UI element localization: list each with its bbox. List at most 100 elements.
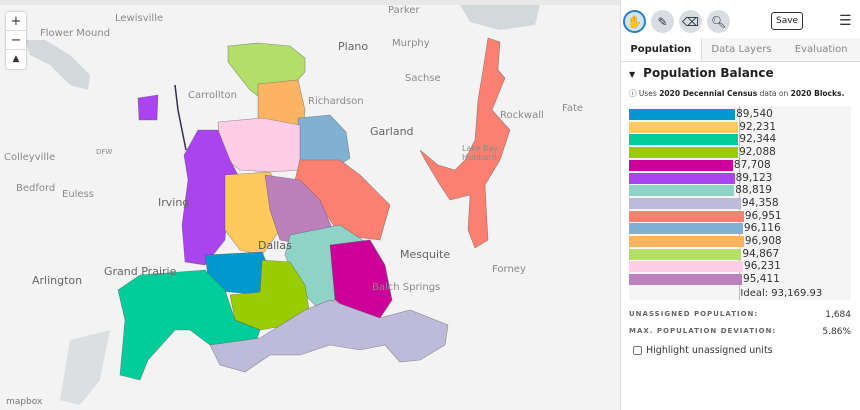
city-label: Parker [388, 5, 420, 16]
max-deviation: MAX. POPULATION DEVIATION: 5.86% [629, 327, 851, 337]
city-label: Mesquite [400, 248, 451, 261]
lake-ray-hubbard-north [460, 5, 540, 30]
zoom-out-button[interactable]: − [6, 31, 26, 50]
city-label: Colleyville [4, 152, 56, 163]
caret-down-icon: ▼ [629, 70, 636, 79]
city-label: Flower Mound [40, 28, 111, 39]
bar-district-12 [629, 248, 742, 260]
checkbox-label: Highlight unassigned units [646, 345, 773, 356]
bar-label: 87,708 [733, 158, 771, 171]
bar-label: 89,540 [736, 108, 773, 120]
city-label: Murphy [392, 38, 430, 49]
bar-label: 96,951 [744, 209, 782, 222]
unassigned-population: UNASSIGNED POPULATION: 1,684 [629, 310, 851, 320]
bar-label: 96,116 [743, 222, 781, 235]
population-bar-chart: Ideal: 93,169.93 89,540 92,231 92,344 92,08… [629, 106, 851, 300]
bar-district-14 [629, 274, 743, 286]
top-strip [0, 0, 860, 5]
zoom-control: + − ▲ [6, 12, 26, 69]
bar-label: 96,231 [744, 260, 781, 273]
note-text: Uses [638, 89, 660, 98]
district-map[interactable]: Lewisville Flower Mound Plano Parker Mur… [0, 0, 620, 410]
city-label: Richardson [308, 96, 364, 107]
zoom-in-button[interactable]: + [6, 12, 26, 31]
city-label: Balch Springs [372, 282, 441, 293]
lake-south [60, 330, 110, 405]
bar-label: 94,358 [741, 196, 779, 209]
bar-district-1 [629, 109, 736, 120]
section-title: Population Balance [643, 66, 774, 80]
hand-pan-icon[interactable]: ✋ [623, 10, 646, 33]
city-label: Arlington [32, 274, 83, 287]
county-boundary [174, 84, 187, 151]
city-label: Garland [370, 125, 414, 138]
bar-label: 92,088 [739, 146, 776, 159]
bar-label: 88,819 [735, 184, 772, 197]
bar-district-9 [629, 210, 744, 222]
brush-icon[interactable]: ✎ [651, 10, 674, 33]
bar-district-13 [629, 261, 744, 273]
district-3[interactable] [117, 269, 261, 381]
map-canvas[interactable] [0, 0, 620, 410]
stat-value: 5.86% [822, 327, 851, 337]
city-label: Forney [492, 264, 526, 275]
city-label: Bedford [16, 183, 56, 194]
city-label: Fate [562, 103, 584, 114]
stat-value: 1,684 [825, 310, 851, 320]
bar-district-2 [629, 121, 739, 133]
bar-label: 94,867 [742, 247, 780, 260]
tab-bar: Population Data Layers Evaluation [621, 38, 860, 62]
district-9-lake[interactable] [419, 37, 511, 249]
section-header[interactable]: ▼ Population Balance [629, 66, 774, 80]
tab-population[interactable]: Population [621, 38, 702, 61]
sidebar: ✋ ✎ ⌫ 🔍︎ Save ☰ Population Data Layers E… [620, 0, 860, 410]
bar-district-8 [629, 197, 741, 209]
note-dataset: 2020 Decennial Census [659, 89, 758, 98]
bar-label: 95,411 [743, 273, 780, 286]
city-label: Euless [62, 189, 95, 200]
stat-label: MAX. POPULATION DEVIATION: [629, 327, 777, 335]
bar-label: 92,344 [739, 133, 777, 146]
city-label: Plano [338, 40, 369, 53]
compass-button[interactable]: ▲ [12, 54, 20, 64]
city-label: Sachse [405, 73, 441, 84]
info-icon: ⓘ [629, 89, 639, 98]
bar-label: 89,123 [735, 171, 773, 184]
mapbox-logo[interactable]: mapbox [6, 397, 43, 407]
tab-evaluation[interactable]: Evaluation [781, 38, 860, 61]
lake-lewisville [25, 40, 90, 90]
district-4[interactable] [229, 259, 311, 331]
bar-district-3 [629, 134, 739, 146]
city-label: Lewisville [115, 13, 164, 24]
bar-district-6 [629, 172, 735, 184]
save-button[interactable]: Save [771, 12, 804, 30]
city-label: Dallas [258, 239, 292, 252]
hamburger-menu-icon[interactable]: ☰ [839, 13, 852, 29]
magnifier-icon[interactable]: 🔍︎ [707, 10, 730, 33]
bar-district-7 [629, 185, 735, 197]
highlight-unassigned-checkbox[interactable]: Highlight unassigned units [633, 345, 773, 356]
district-8[interactable] [209, 299, 449, 373]
note-text: data on [757, 89, 791, 98]
stat-label: UNASSIGNED POPULATION: [629, 310, 759, 318]
city-label: Rockwall [500, 110, 544, 121]
note-units: 2020 Blocks. [790, 89, 845, 98]
district-6-main[interactable] [181, 129, 239, 266]
city-label: Irving [158, 196, 190, 209]
city-label: Carrollton [188, 90, 237, 101]
bar-label: 96,908 [744, 235, 782, 247]
city-label: DFW [96, 148, 113, 156]
district-5[interactable] [329, 239, 393, 319]
data-source-note: ⓘ Uses 2020 Decennial Census data on 202… [629, 88, 844, 99]
checkbox[interactable] [633, 346, 642, 355]
bar-label: 92,231 [739, 120, 777, 133]
tool-bar: ✋ ✎ ⌫ 🔍︎ [623, 10, 730, 33]
tab-data-layers[interactable]: Data Layers [701, 38, 782, 61]
eraser-icon[interactable]: ⌫ [679, 10, 702, 33]
ideal-label: Ideal: 93,169.93 [740, 288, 823, 299]
bar-district-5 [629, 159, 733, 171]
bar-district-11 [629, 236, 744, 247]
district-6[interactable] [137, 94, 159, 121]
lake-label: Lake Ray Hubbard [462, 144, 499, 162]
bar-district-10 [629, 223, 743, 235]
